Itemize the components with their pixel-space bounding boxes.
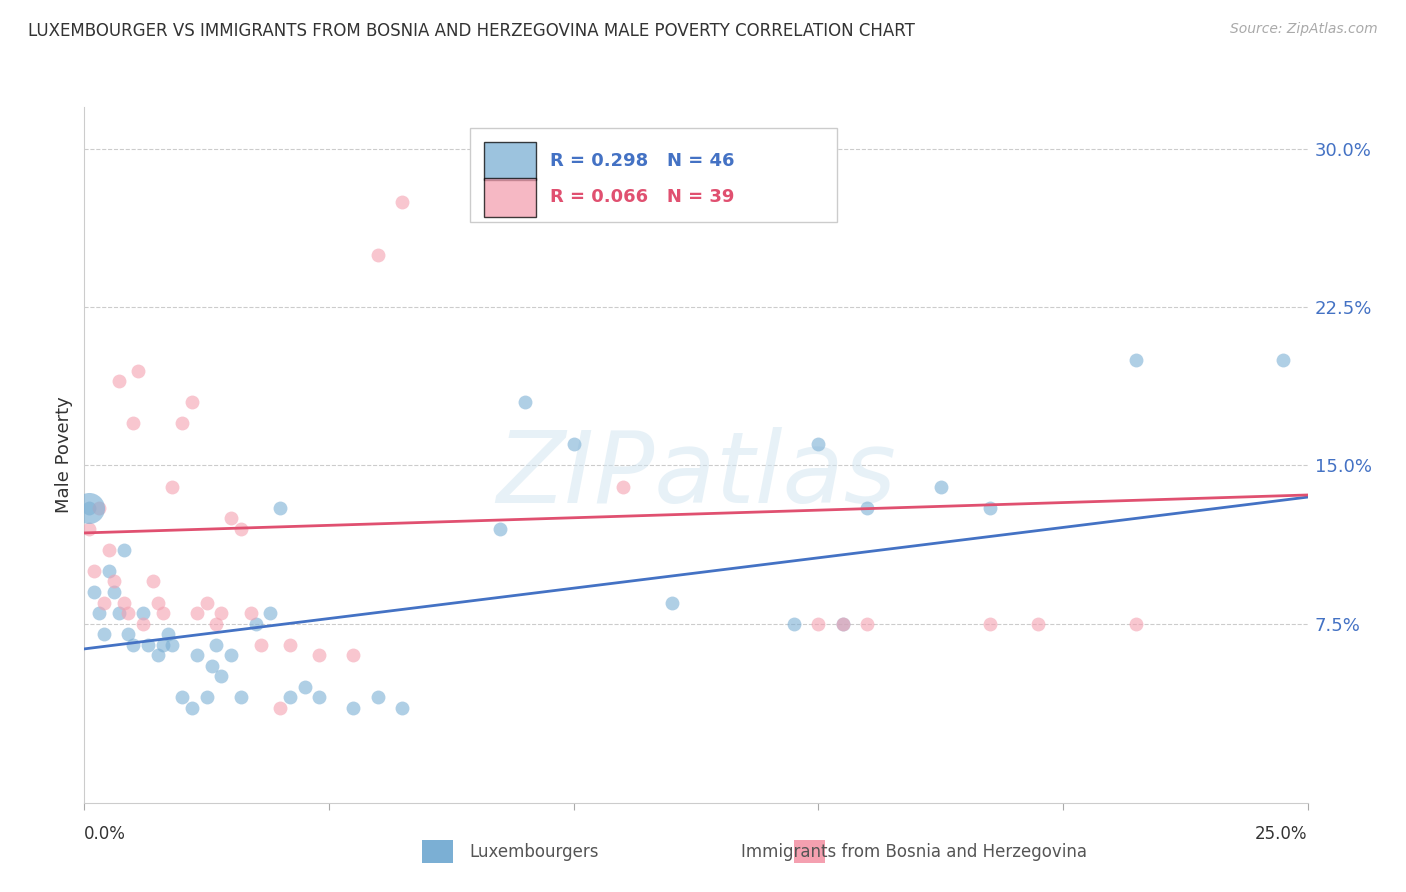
- Point: [77, 522, 100, 536]
- Point: [239, 606, 262, 620]
- FancyBboxPatch shape: [484, 178, 536, 217]
- Point: [342, 648, 364, 663]
- Point: [112, 542, 135, 557]
- Point: [856, 616, 879, 631]
- Point: [136, 638, 159, 652]
- Point: [245, 616, 267, 631]
- Point: [294, 680, 316, 694]
- Point: [200, 658, 222, 673]
- Point: [117, 606, 139, 620]
- Text: 0.0%: 0.0%: [84, 825, 127, 843]
- Point: [807, 437, 830, 451]
- Point: [77, 500, 100, 515]
- Point: [156, 627, 179, 641]
- Text: ZIPatlas: ZIPatlas: [496, 427, 896, 524]
- Point: [783, 616, 806, 631]
- Point: [181, 395, 204, 409]
- Point: [122, 417, 145, 431]
- Point: [87, 500, 110, 515]
- Text: R = 0.298   N = 46: R = 0.298 N = 46: [550, 153, 735, 170]
- Text: Source: ZipAtlas.com: Source: ZipAtlas.com: [1230, 22, 1378, 37]
- Point: [77, 500, 100, 515]
- Text: LUXEMBOURGER VS IMMIGRANTS FROM BOSNIA AND HERZEGOVINA MALE POVERTY CORRELATION : LUXEMBOURGER VS IMMIGRANTS FROM BOSNIA A…: [28, 22, 915, 40]
- Point: [929, 479, 952, 493]
- FancyBboxPatch shape: [484, 142, 536, 180]
- Point: [513, 395, 536, 409]
- Point: [162, 479, 184, 493]
- Point: [229, 522, 252, 536]
- Point: [205, 616, 228, 631]
- Point: [278, 638, 301, 652]
- Point: [1125, 616, 1147, 631]
- Point: [661, 595, 683, 609]
- Point: [391, 194, 413, 209]
- Point: [146, 595, 169, 609]
- Point: [269, 701, 291, 715]
- Point: [391, 701, 413, 715]
- Point: [103, 574, 125, 589]
- Point: [172, 417, 194, 431]
- Text: Immigrants from Bosnia and Herzegovina: Immigrants from Bosnia and Herzegovina: [741, 843, 1087, 861]
- Point: [1125, 353, 1147, 368]
- Point: [342, 701, 364, 715]
- Point: [229, 690, 252, 705]
- Point: [83, 564, 105, 578]
- Point: [93, 595, 115, 609]
- Point: [132, 606, 155, 620]
- Point: [162, 638, 184, 652]
- Point: [979, 500, 1001, 515]
- Point: [107, 374, 129, 388]
- Point: [122, 638, 145, 652]
- Point: [132, 616, 155, 631]
- Point: [259, 606, 281, 620]
- Point: [181, 701, 204, 715]
- Point: [107, 606, 129, 620]
- Point: [612, 479, 634, 493]
- Point: [97, 542, 120, 557]
- Point: [807, 616, 830, 631]
- Point: [83, 585, 105, 599]
- Point: [489, 522, 512, 536]
- Point: [278, 690, 301, 705]
- Text: Luxembourgers: Luxembourgers: [470, 843, 599, 861]
- FancyBboxPatch shape: [470, 128, 837, 222]
- Y-axis label: Male Poverty: Male Poverty: [55, 397, 73, 513]
- Point: [979, 616, 1001, 631]
- Point: [97, 564, 120, 578]
- Point: [172, 690, 194, 705]
- Point: [856, 500, 879, 515]
- Point: [308, 648, 330, 663]
- Point: [249, 638, 271, 652]
- Point: [1272, 353, 1295, 368]
- Point: [186, 606, 208, 620]
- Point: [367, 247, 389, 261]
- Point: [93, 627, 115, 641]
- Point: [209, 606, 232, 620]
- Text: R = 0.066   N = 39: R = 0.066 N = 39: [550, 188, 735, 206]
- Point: [367, 690, 389, 705]
- Point: [152, 638, 174, 652]
- Point: [219, 648, 242, 663]
- Point: [195, 595, 218, 609]
- Point: [1028, 616, 1050, 631]
- Point: [831, 616, 853, 631]
- Point: [205, 638, 228, 652]
- Point: [308, 690, 330, 705]
- Point: [146, 648, 169, 663]
- Point: [186, 648, 208, 663]
- Point: [112, 595, 135, 609]
- Point: [142, 574, 165, 589]
- Point: [127, 363, 149, 377]
- Point: [87, 606, 110, 620]
- Point: [269, 500, 291, 515]
- Text: 25.0%: 25.0%: [1256, 825, 1308, 843]
- Point: [195, 690, 218, 705]
- Point: [831, 616, 853, 631]
- Point: [562, 437, 585, 451]
- Point: [103, 585, 125, 599]
- Point: [117, 627, 139, 641]
- Point: [209, 669, 232, 683]
- Point: [152, 606, 174, 620]
- Point: [219, 511, 242, 525]
